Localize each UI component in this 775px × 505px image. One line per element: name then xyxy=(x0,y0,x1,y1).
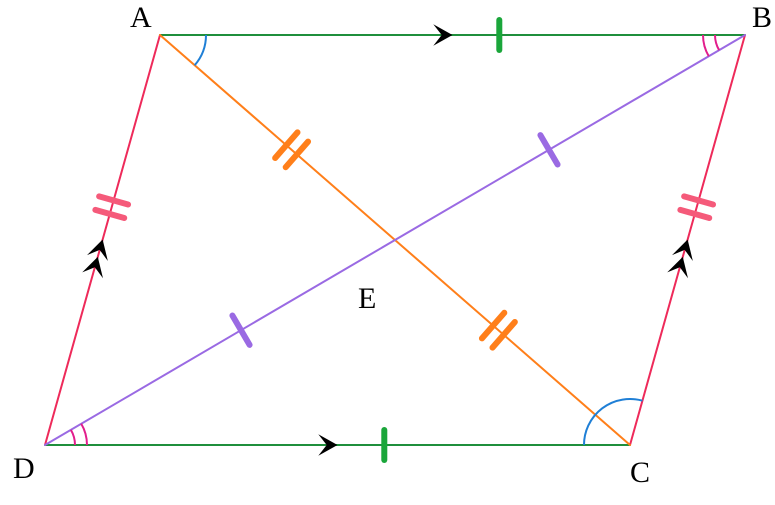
tick-BC xyxy=(684,196,713,204)
vertex-label-B: B xyxy=(752,1,772,34)
tick-DB xyxy=(232,316,249,345)
angle-arc-D xyxy=(81,424,87,445)
parallelogram-diagram: A B C D E xyxy=(0,0,775,505)
angle-arc-B xyxy=(715,35,719,50)
angle-arc-A xyxy=(195,35,206,65)
vertex-label-E: E xyxy=(358,282,376,315)
edge-DB xyxy=(45,35,745,445)
vertex-label-D: D xyxy=(13,452,35,485)
vertex-label-C: C xyxy=(630,456,650,489)
tick-AD xyxy=(99,196,128,204)
angle-arc-D xyxy=(71,430,75,445)
tick-DB xyxy=(540,135,557,164)
tick-AD xyxy=(95,210,124,218)
vertex-label-A: A xyxy=(130,1,152,34)
angle-arc-B xyxy=(703,35,709,56)
angle-arc-C xyxy=(584,399,642,445)
tick-BC xyxy=(680,210,709,218)
